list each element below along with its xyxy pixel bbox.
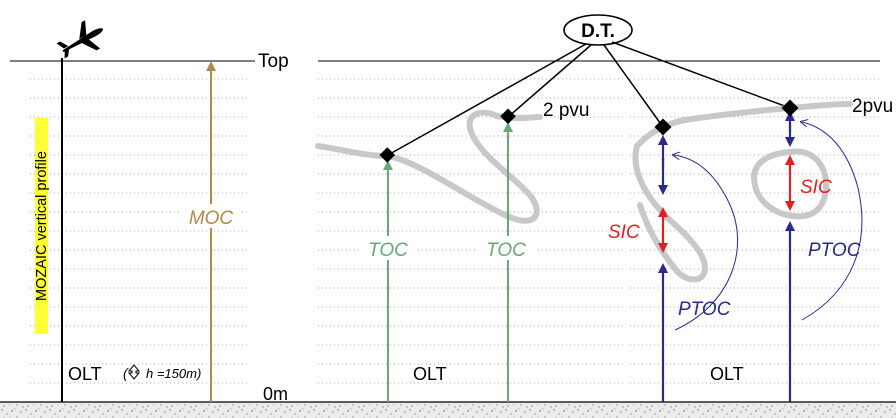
sic-label-left: SIC: [608, 222, 640, 243]
pvu-curve-3-loop: [751, 148, 830, 220]
moc-label-bg: [180, 204, 242, 228]
olt-label-2: OLT: [413, 364, 447, 384]
profile-label-highlight: [35, 118, 48, 334]
ptoc-label-left: PTOC: [678, 299, 731, 320]
up-down-arrow-icon: [127, 364, 141, 380]
ptoc-curve-right: [802, 122, 863, 321]
moc-label: MOC: [189, 208, 234, 229]
ground-band: [0, 402, 896, 418]
olt-note: h =150m): [146, 366, 201, 381]
toc-left-bg: [360, 236, 416, 260]
ptoc-curve-left: [674, 155, 739, 331]
ptoc-label-right: PTOC: [808, 240, 861, 261]
panel-2: TOC TOC 2 pvu OLT: [315, 100, 589, 402]
panel-3: SIC SIC PTOC PTOC 2pvu OLT: [608, 96, 893, 402]
ground-label: 0m: [263, 384, 288, 404]
height-gridlines: [30, 78, 880, 384]
pvu-curve-3-fold: [632, 143, 709, 283]
dt-connections: [387, 41, 791, 156]
pvu-label-2: 2 pvu: [543, 100, 589, 121]
toc-label-left: TOC: [368, 240, 408, 261]
sic-label-right: SIC: [800, 177, 832, 198]
toc-right-bg: [478, 236, 536, 260]
marker-diamond: [379, 147, 396, 163]
pvu-label-3: 2pvu: [852, 96, 893, 117]
pvu-curve-2: [315, 109, 543, 224]
olt-label-1: OLT: [68, 364, 102, 384]
marker-diamond: [654, 118, 672, 136]
profile-label: MOZAIC vertical profile: [34, 151, 50, 301]
airplane-icon: [56, 20, 104, 59]
toc-label-right: TOC: [486, 240, 526, 261]
olt-note-open: (: [123, 365, 129, 381]
olt-label-3: OLT: [710, 364, 744, 384]
marker-diamond: [781, 99, 799, 117]
dt-label: D.T.: [581, 21, 615, 42]
dt-node: D.T.: [563, 14, 633, 46]
panel-1: MOZAIC vertical profile MOC OLT ( h =150…: [34, 20, 242, 402]
marker-diamond: [500, 108, 516, 125]
top-label: Top: [258, 51, 289, 72]
